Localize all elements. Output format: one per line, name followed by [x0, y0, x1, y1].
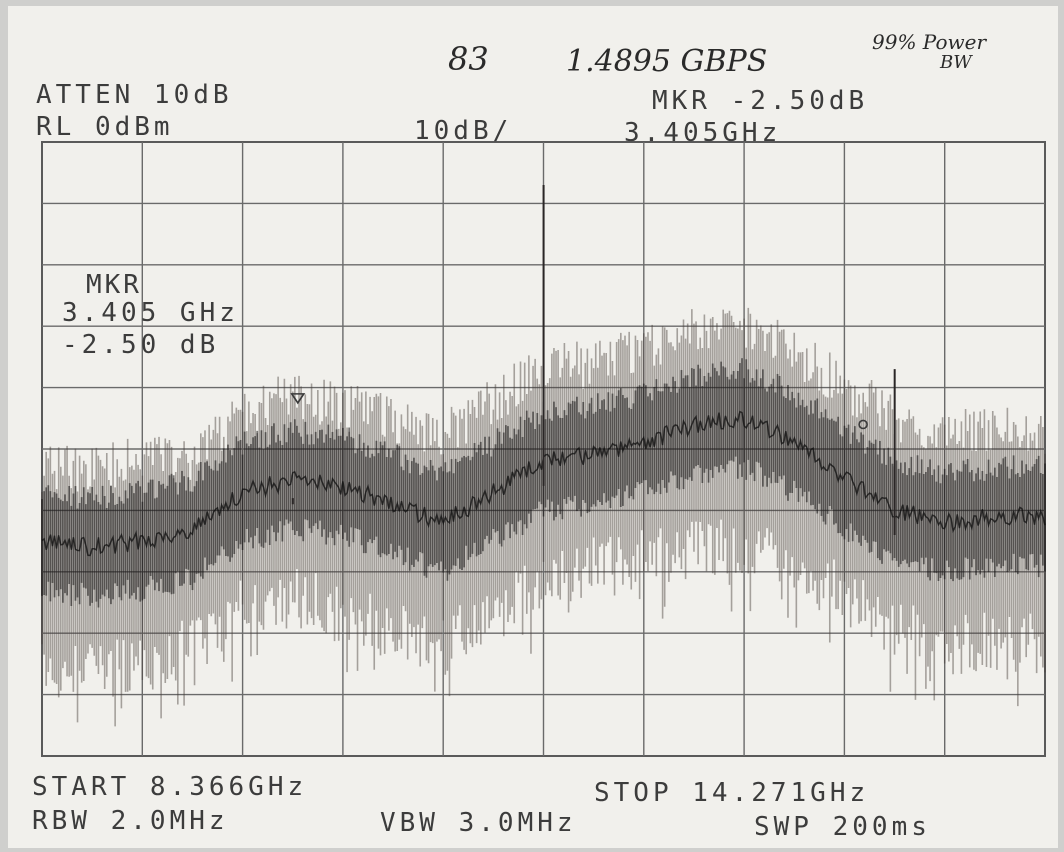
marker-box-freq: 3.405 GHz	[62, 298, 239, 328]
marker-readout: MKR -2.50dB	[652, 86, 869, 116]
handwritten-note-line2: BW	[940, 52, 972, 73]
handwritten-note-line1: 99% Power	[872, 30, 987, 54]
marker-box-title: MKR	[86, 270, 142, 300]
vbw-label: VBW 3.0MHz	[380, 808, 577, 838]
ref-level-label: RL 0dBm	[36, 112, 174, 142]
stop-frequency: STOP 14.271GHz	[594, 778, 870, 808]
handwritten-number: 83	[448, 40, 489, 78]
rbw-label: RBW 2.0MHz	[32, 806, 229, 836]
marker-circle	[858, 419, 868, 430]
spectrum-trace	[41, 184, 1046, 727]
sweep-label: SWP 200ms	[754, 812, 931, 842]
start-frequency: START 8.366GHz	[32, 772, 308, 802]
marker-frequency: 3.405GHz	[624, 118, 782, 148]
scale-label: 10dB/	[414, 116, 513, 146]
marker-box-level: -2.50 dB	[62, 330, 220, 360]
marker-triangle	[290, 393, 306, 405]
atten-label: ATTEN 10dB	[36, 80, 233, 110]
trace-markers	[290, 393, 868, 430]
handwritten-rate: 1.4895 GBPS	[566, 44, 768, 79]
